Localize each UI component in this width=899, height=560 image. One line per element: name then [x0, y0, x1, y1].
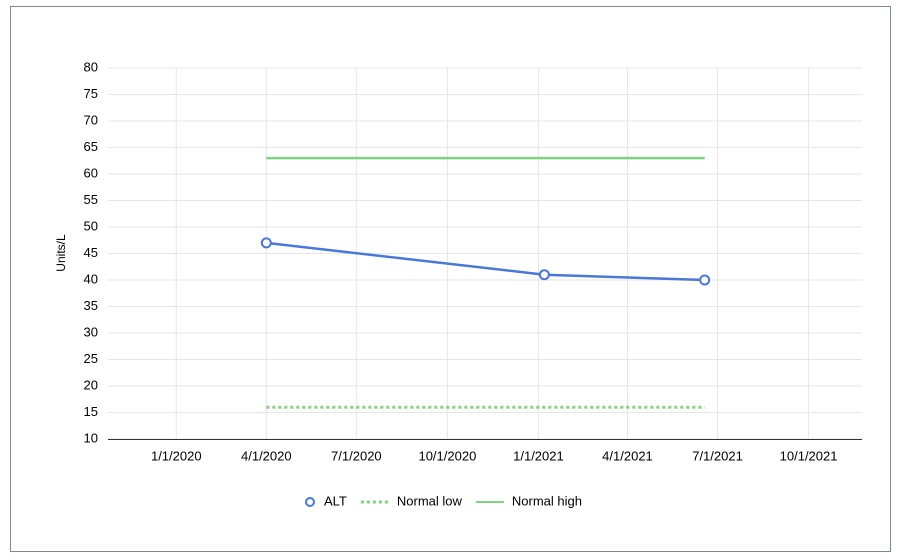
data-point: [699, 274, 711, 286]
y-tick-label: 35: [84, 298, 98, 313]
chart-frame: [10, 6, 891, 552]
y-tick-label: 25: [84, 351, 98, 366]
y-tick-label: 45: [84, 245, 98, 260]
y-tick-label: 60: [84, 165, 98, 180]
y-tick-label: 10: [84, 430, 98, 445]
legend-label: Normal low: [397, 493, 463, 508]
legend-label: Normal high: [512, 493, 582, 508]
y-tick-label: 50: [84, 218, 98, 233]
x-tick-label: 1/1/2021: [513, 448, 564, 463]
y-tick-label: 80: [84, 59, 98, 74]
y-tick-label: 75: [84, 86, 98, 101]
x-tick-label: 4/1/2020: [241, 448, 292, 463]
x-tick-label: 4/1/2021: [602, 448, 653, 463]
x-tick-label: 10/1/2021: [780, 448, 838, 463]
data-point: [260, 237, 272, 249]
data-point: [538, 269, 550, 281]
x-tick-label: 1/1/2020: [151, 448, 202, 463]
y-tick-label: 55: [84, 192, 98, 207]
legend-label: ALT: [324, 493, 347, 508]
x-tick-label: 7/1/2021: [692, 448, 743, 463]
y-tick-label: 15: [84, 404, 98, 419]
x-tick-label: 10/1/2020: [418, 448, 476, 463]
y-tick-label: 20: [84, 377, 98, 392]
x-tick-label: 7/1/2020: [331, 448, 382, 463]
y-tick-label: 70: [84, 112, 98, 127]
y-tick-label: 30: [84, 324, 98, 339]
y-tick-label: 65: [84, 139, 98, 154]
y-axis-label: Units/L: [54, 234, 68, 272]
legend-marker: [305, 497, 315, 507]
y-tick-label: 40: [84, 271, 98, 286]
